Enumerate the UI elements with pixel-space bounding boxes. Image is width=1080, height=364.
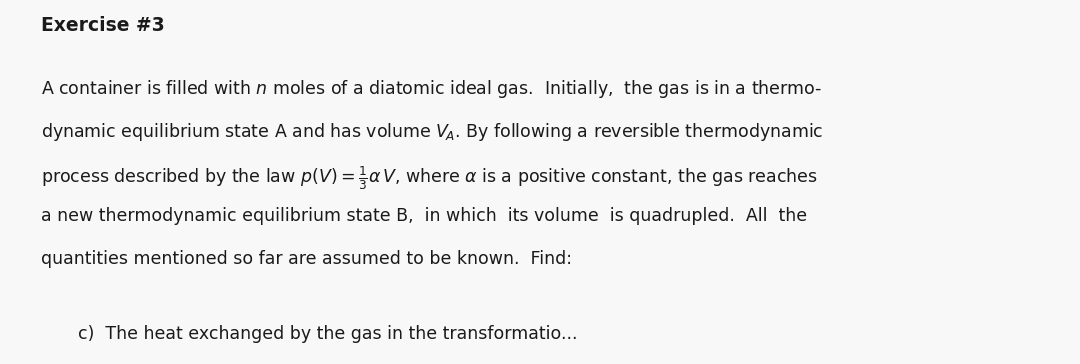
Text: A container is filled with $n$ moles of a diatomic ideal gas.  Initially,  the g: A container is filled with $n$ moles of … — [41, 78, 822, 100]
Text: quantities mentioned so far are assumed to be known.  Find:: quantities mentioned so far are assumed … — [41, 250, 572, 268]
Text: process described by the law $p(V)=\frac{1}{3}\alpha\, V$, where $\alpha$ is a p: process described by the law $p(V)=\frac… — [41, 164, 818, 192]
Text: a new thermodynamic equilibrium state B,  in which  its volume  is quadrupled.  : a new thermodynamic equilibrium state B,… — [41, 207, 807, 225]
Text: c)  The heat exchanged by the gas in the transformatio...: c) The heat exchanged by the gas in the … — [78, 325, 577, 343]
Text: dynamic equilibrium state A and has volume $V_{\!A}$. By following a reversible : dynamic equilibrium state A and has volu… — [41, 121, 823, 143]
Text: Exercise #3: Exercise #3 — [41, 16, 165, 35]
